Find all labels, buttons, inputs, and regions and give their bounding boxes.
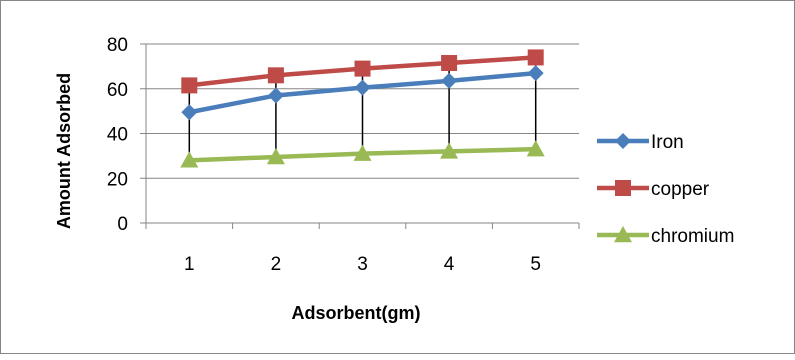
copper-point	[354, 60, 371, 77]
series-chromium	[180, 140, 545, 168]
x-tick-label: 1	[184, 254, 195, 275]
chromium-point	[526, 140, 545, 157]
legend-label: Iron	[651, 132, 684, 153]
x-axis-title: Adsorbent(gm)	[292, 303, 421, 323]
copper-point	[527, 49, 544, 66]
series-copper	[181, 49, 544, 94]
copper-point	[441, 55, 458, 72]
chromium-point	[266, 147, 285, 165]
legend-item-copper: copper	[597, 179, 710, 200]
legend-marker	[615, 180, 631, 196]
legend-label: copper	[651, 179, 710, 200]
x-tick-labels: 1 2 3 4 5	[184, 254, 541, 275]
iron-point	[181, 104, 198, 121]
y-tick-label: 0	[117, 214, 128, 235]
chromium-point	[440, 142, 459, 159]
iron-point	[267, 87, 284, 104]
legend-item-iron: Iron	[597, 132, 684, 153]
x-tick-label: 5	[530, 254, 541, 275]
y-tick-label: 20	[107, 169, 128, 190]
series-group	[180, 49, 545, 168]
y-tick-labels: 0 20 40 60 80	[107, 35, 128, 235]
legend-label: chromium	[651, 226, 734, 247]
legend: Iron copper chromium	[597, 132, 734, 247]
chromium-point	[353, 144, 372, 161]
legend-marker	[615, 133, 631, 149]
y-tick-label: 60	[107, 80, 128, 101]
y-tick-label: 40	[107, 125, 128, 146]
iron-point	[527, 65, 544, 82]
y-tick-label: 80	[107, 35, 128, 56]
x-tick-label: 2	[271, 254, 282, 275]
x-tick-label: 3	[357, 254, 368, 275]
iron-point	[441, 72, 458, 89]
copper-point	[181, 77, 198, 94]
iron-point	[354, 79, 371, 96]
copper-point	[267, 67, 284, 84]
series-iron	[181, 65, 544, 121]
legend-marker	[614, 226, 632, 243]
y-axis-title: Amount Adsorbed	[54, 73, 74, 229]
legend-item-chromium: chromium	[597, 226, 734, 247]
chromium-point	[180, 151, 199, 168]
x-tick-label: 4	[444, 254, 455, 275]
